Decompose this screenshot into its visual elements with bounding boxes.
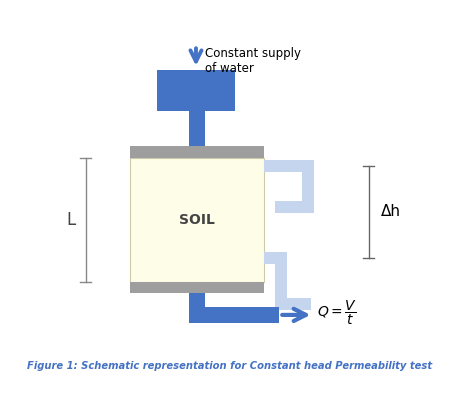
Bar [189, 110, 205, 146]
Text: L: L [67, 211, 76, 229]
Text: Constant supply
of water: Constant supply of water [205, 47, 301, 75]
Bar [264, 160, 314, 172]
Bar [275, 251, 287, 310]
Bar [275, 298, 311, 310]
Text: SOIL: SOIL [179, 213, 215, 227]
Bar [264, 251, 287, 264]
Bar [157, 70, 235, 110]
Bar [275, 201, 314, 213]
Bar [302, 160, 314, 213]
Bar [130, 146, 264, 158]
Text: Figure 1: Schematic representation for Constant head Permeability test: Figure 1: Schematic representation for C… [27, 361, 432, 371]
Text: $Q = \dfrac{V}{t}$: $Q = \dfrac{V}{t}$ [317, 299, 357, 327]
Bar [130, 158, 264, 282]
Bar [189, 307, 280, 323]
Text: Δh: Δh [381, 204, 401, 219]
Bar [130, 282, 264, 293]
Bar [189, 293, 205, 323]
